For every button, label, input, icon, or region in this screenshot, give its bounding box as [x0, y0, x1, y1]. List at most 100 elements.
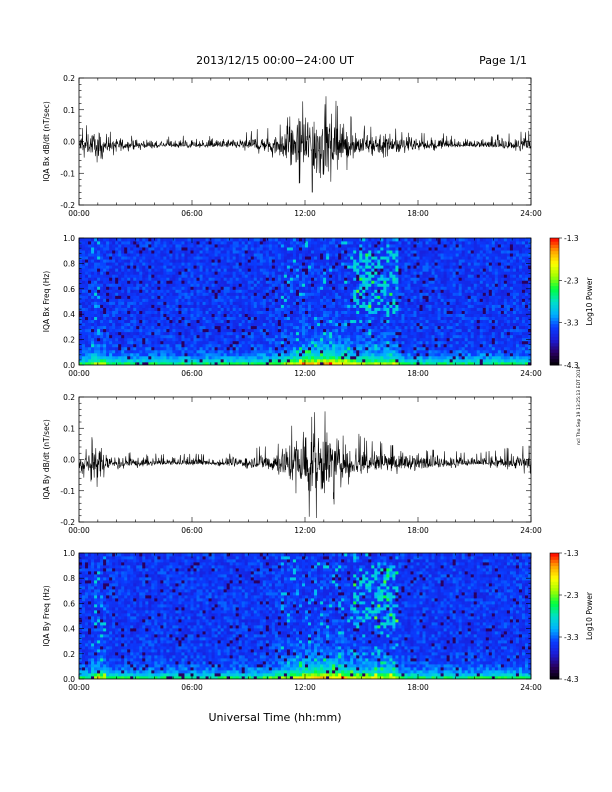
spectrogram-cell: [317, 358, 321, 363]
spectrogram-cell: [362, 310, 366, 314]
spectrogram-cell: [250, 316, 255, 321]
spectrogram-cell: [359, 256, 363, 260]
spectrogram-cell: [289, 331, 294, 336]
spectrogram-cell: [127, 313, 131, 318]
spectrogram-cell: [298, 283, 303, 287]
spectrogram-cell: [175, 352, 179, 357]
spectrogram-cell: [410, 295, 414, 299]
spectrogram-cell: [103, 298, 107, 302]
spectrogram-cell: [139, 325, 143, 330]
spectrogram-cell: [214, 253, 219, 257]
spectrogram-cell: [199, 262, 203, 266]
spectrogram-cell: [283, 274, 288, 278]
spectrogram-cell: [127, 295, 131, 299]
spectrogram-cell: [344, 355, 348, 360]
spectrogram-cell: [217, 331, 222, 336]
spectrogram-cell: [148, 238, 152, 242]
spectrogram-cell: [407, 238, 411, 242]
spectrogram-cell: [338, 313, 342, 318]
spectrogram-cell: [305, 346, 309, 351]
spectrogram-cell: [356, 289, 360, 293]
spectrogram-cell: [154, 358, 158, 363]
spectrogram-cell: [175, 310, 179, 314]
spectrogram-cell: [289, 253, 294, 257]
spectrogram-cell: [428, 334, 432, 339]
spectrogram-cell: [127, 337, 131, 342]
spectrogram-cell: [112, 277, 116, 281]
spectrogram-cell: [289, 247, 294, 251]
spectrogram-cell: [308, 286, 312, 290]
spectrogram-cell: [320, 349, 324, 354]
spectrogram-cell: [253, 337, 258, 342]
spectrogram-cell: [268, 307, 273, 311]
spectrogram-cell: [377, 265, 381, 269]
spectrogram-cell: [277, 316, 282, 321]
spectrogram-cell: [320, 262, 324, 266]
spectrogram-cell: [283, 292, 288, 296]
spectrogram-cell: [202, 253, 206, 257]
spectrogram-cell: [148, 310, 152, 314]
spectrogram-cell: [181, 322, 185, 327]
spectrogram-cell: [106, 313, 110, 318]
spectrogram-cell: [271, 280, 276, 284]
spectrogram-cell: [148, 262, 152, 266]
spectrogram-cell: [326, 361, 330, 365]
spectrogram-cell: [223, 262, 228, 266]
spectrogram-cell: [359, 262, 363, 266]
spectrogram-cell: [344, 286, 348, 290]
spectrogram-cell: [404, 355, 408, 360]
spectrogram-cell: [301, 301, 306, 305]
spectrogram-cell: [106, 310, 110, 314]
spectrogram-cell: [241, 346, 246, 351]
spectrogram-cell: [241, 301, 246, 305]
spectrogram-cell: [311, 256, 315, 260]
spectrogram-cell: [298, 280, 303, 284]
spectrogram-cell: [97, 352, 101, 357]
spectrogram-cell: [247, 295, 252, 299]
spectrogram-cell: [301, 277, 306, 281]
spectrogram-cell: [271, 352, 276, 357]
spectrogram-cell: [386, 253, 390, 257]
spectrogram-cell: [193, 355, 197, 360]
spectrogram-cell: [320, 340, 324, 345]
spectrogram-cell: [160, 313, 164, 318]
spectrogram-cell: [271, 310, 276, 314]
spectrogram-cell: [115, 358, 119, 363]
spectrogram-cell: [235, 349, 240, 354]
spectrogram-cell: [211, 340, 215, 345]
spectrogram-cell: [347, 337, 351, 342]
spectrogram-cell: [305, 349, 309, 354]
spectrogram-cell: [271, 328, 276, 333]
spectrogram-cell: [289, 304, 294, 308]
spectrogram-cell: [199, 355, 203, 360]
spectrogram-cell: [253, 286, 258, 290]
spectrogram-cell: [329, 349, 333, 354]
spectrogram-cell: [268, 262, 273, 266]
spectrogram-cell: [247, 256, 252, 260]
spectrogram-cell: [220, 238, 225, 242]
spectrogram-cell: [214, 244, 219, 248]
spectrogram-cell: [365, 358, 369, 363]
spectrogram-cell: [389, 325, 393, 330]
spectrogram-cell: [332, 283, 336, 287]
spectrogram-cell: [359, 289, 363, 293]
spectrogram-cell: [286, 283, 291, 287]
spectrogram-cell: [133, 331, 137, 336]
spectrogram-cell: [154, 325, 158, 330]
spectrogram-cell: [220, 346, 225, 351]
spectrogram-cell: [256, 265, 261, 269]
spectrogram-cell: [356, 238, 360, 242]
spectrogram-cell: [301, 268, 306, 272]
spectrogram-cell: [229, 358, 234, 363]
spectrogram-cell: [329, 346, 333, 351]
spectrogram-cell: [308, 316, 312, 321]
spectrogram-cell: [112, 361, 116, 365]
spectrogram-cell: [217, 259, 222, 263]
spectrogram-cell: [229, 244, 234, 248]
spectrogram-cell: [368, 265, 372, 269]
spectrogram-cell: [91, 250, 95, 254]
spectrogram-cell: [422, 274, 426, 278]
spectrogram-cell: [341, 268, 345, 272]
spectrogram-cell: [314, 256, 318, 260]
spectrogram-cell: [338, 325, 342, 330]
